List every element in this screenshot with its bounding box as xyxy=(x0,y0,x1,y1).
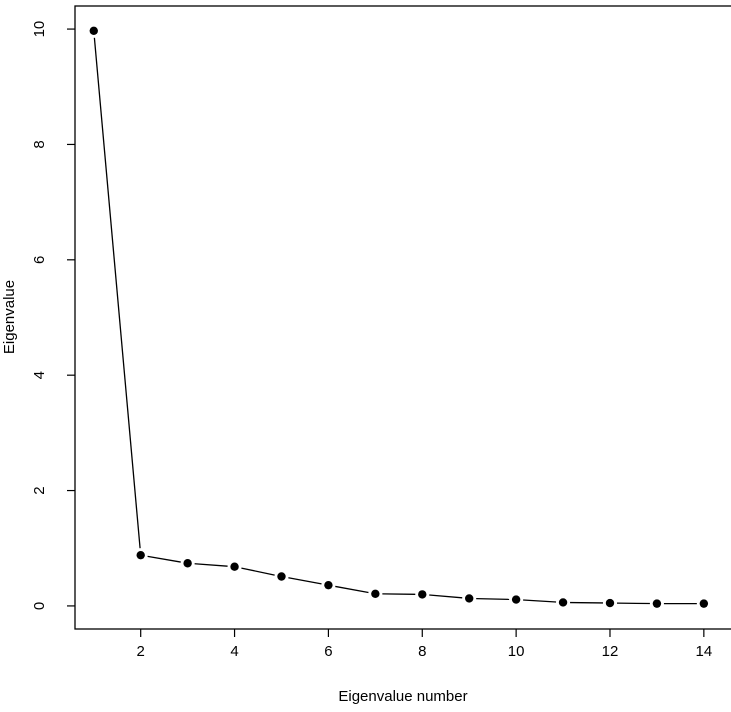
x-tick-label: 10 xyxy=(508,643,525,660)
series-line-segment xyxy=(476,597,510,601)
series-line-segment xyxy=(288,577,322,585)
y-tick-label: 4 xyxy=(31,371,48,379)
y-tick-label: 0 xyxy=(31,602,48,610)
data-point xyxy=(136,550,145,560)
series-line-segment xyxy=(194,563,228,567)
x-axis-title: Eigenvalue number xyxy=(338,688,467,705)
x-tick-label: 2 xyxy=(137,643,145,660)
data-point xyxy=(511,595,521,604)
x-tick-label: 12 xyxy=(602,643,619,660)
data-point xyxy=(418,590,427,599)
x-tick-label: 6 xyxy=(324,643,332,660)
plot-frame xyxy=(74,5,731,630)
data-point xyxy=(277,572,286,581)
series-line-segment xyxy=(147,555,181,563)
data-point xyxy=(699,599,709,608)
series-line-segment xyxy=(241,567,275,576)
x-axis: 2 4 6 8 10 12 14 xyxy=(137,629,712,660)
y-tick-label: 8 xyxy=(31,140,48,148)
data-point xyxy=(652,599,662,608)
data-point xyxy=(89,26,98,36)
y-tick-label: 10 xyxy=(31,21,48,38)
x-tick-label: 14 xyxy=(695,643,712,660)
data-point xyxy=(605,598,615,608)
series-line-segment xyxy=(429,594,463,599)
x-tick-label: 4 xyxy=(230,643,238,660)
data-point xyxy=(230,562,239,571)
y-tick-label: 6 xyxy=(31,256,48,264)
series-line-segment xyxy=(93,37,141,549)
x-tick-label: 8 xyxy=(418,643,426,660)
data-point xyxy=(371,589,380,599)
y-tick-label: 2 xyxy=(31,486,48,494)
eigenvalue-series xyxy=(89,26,709,608)
data-point xyxy=(558,598,568,607)
data-point xyxy=(324,580,333,590)
data-point xyxy=(465,594,474,603)
data-point xyxy=(183,559,192,568)
y-axis-title: Eigenvalue xyxy=(1,280,18,354)
series-line-segment xyxy=(335,585,369,594)
y-axis: 0 2 4 6 8 10 xyxy=(31,21,75,610)
series-line-segment xyxy=(523,599,557,603)
